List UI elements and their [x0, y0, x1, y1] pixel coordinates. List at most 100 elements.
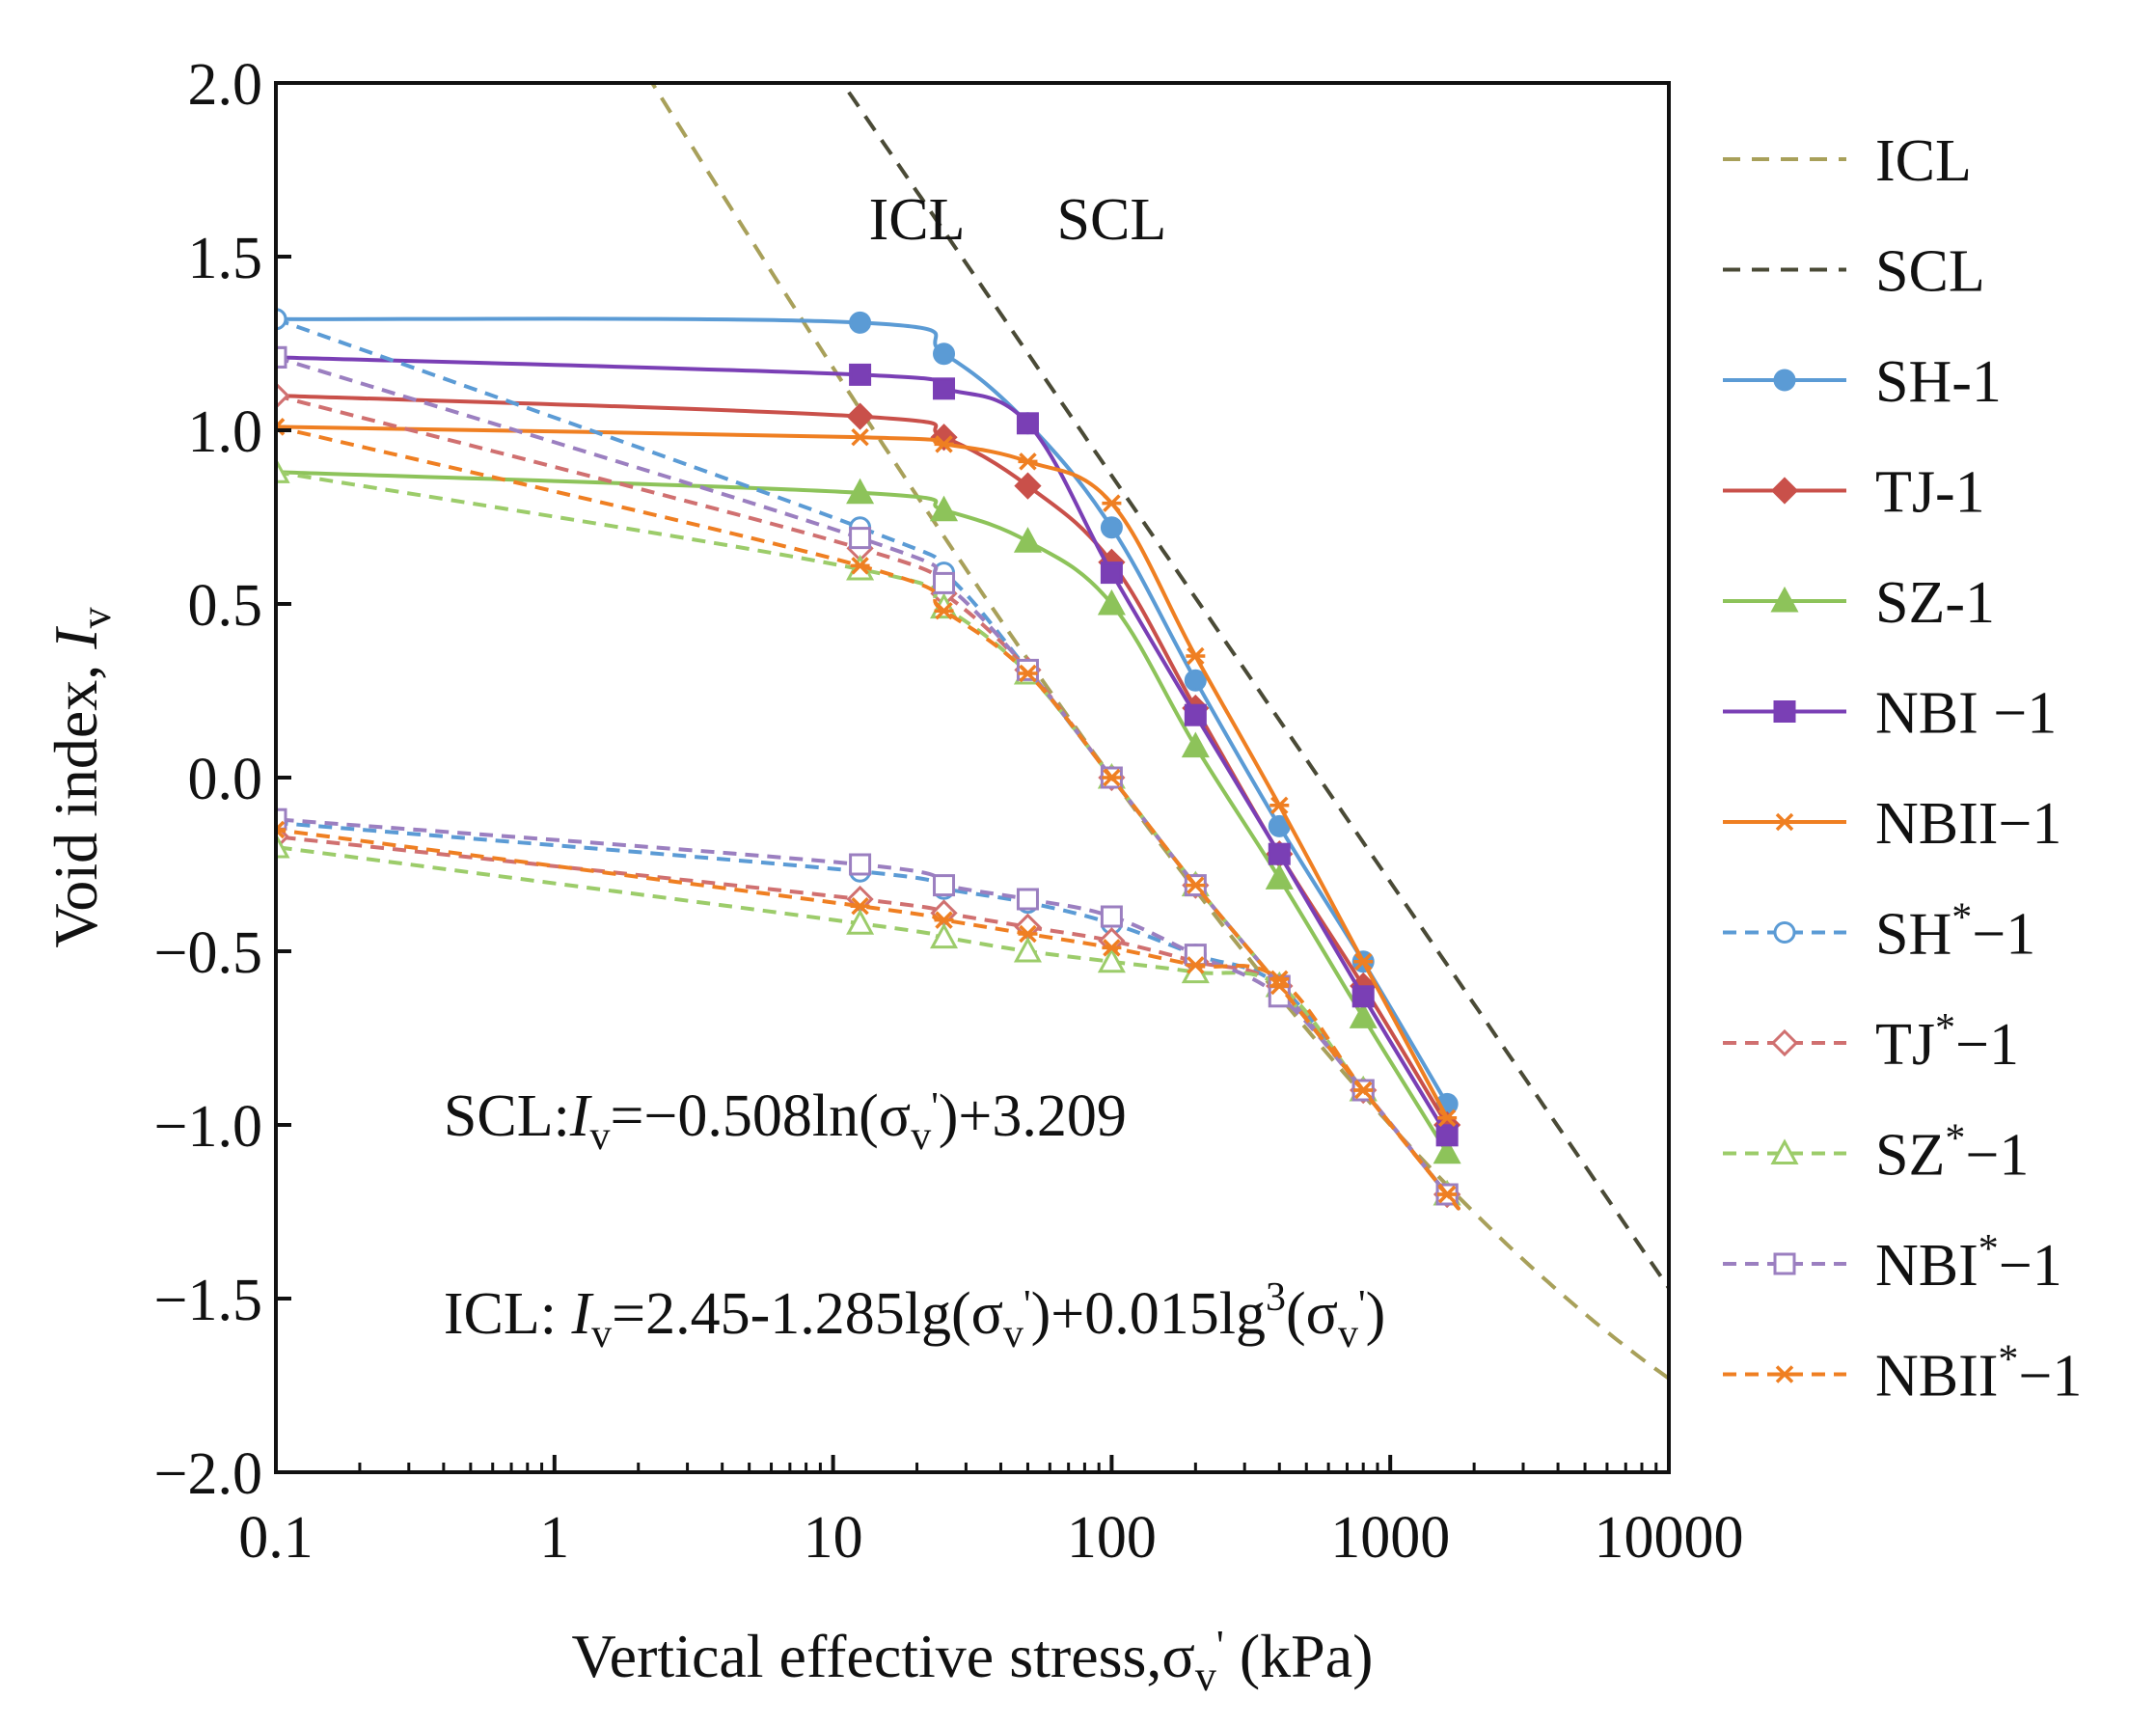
legend-label-main: NBII	[1875, 1344, 1998, 1410]
legend-marker	[1770, 1138, 1799, 1164]
icl-eq-mid: )+0.015lg	[1031, 1281, 1266, 1347]
y-tick-label: −1.5	[154, 1268, 262, 1333]
point-nbiistar-1-14	[1018, 924, 1038, 944]
legend-label-main: NBI −1	[1875, 681, 2057, 747]
legend-item-szstar-1: SZ*−1	[1723, 1117, 2029, 1189]
legend-marker	[1770, 477, 1799, 505]
point-nbistar-1-3	[1016, 658, 1039, 681]
point-tj-1-1	[846, 402, 874, 430]
reference-line-scl	[839, 83, 1669, 1290]
x-tick-label: 1	[539, 1505, 569, 1571]
legend-label-sup: *	[1935, 1006, 1955, 1051]
point-sh-1-1	[849, 311, 872, 334]
point-nbii-1-3	[1018, 452, 1038, 471]
legend-label-main: SH	[1875, 902, 1951, 968]
point-nbi-1-8	[1435, 1124, 1459, 1147]
icl-eq-body: =2.45-1.285lg(σ	[612, 1281, 1003, 1347]
icl-eq-prefix: ICL:	[444, 1281, 572, 1347]
point-nbiistar-1-9	[1437, 1185, 1458, 1204]
point-nbii-1-8	[1437, 1109, 1458, 1128]
legend-item-sh-1: SH-1	[1723, 349, 2002, 415]
series-line-tj-1	[276, 394, 1449, 1127]
series-nbii-1	[276, 418, 1458, 1128]
point-nbii-1-1	[850, 427, 870, 447]
x-tick-label: 100	[1067, 1505, 1157, 1571]
point-szstar-1-17	[276, 832, 290, 859]
legend-label-tail: −1	[1972, 902, 2035, 968]
series-nbiistar-1	[276, 418, 1460, 1211]
point-nbistar-1-14	[1016, 888, 1039, 911]
legend-label: TJ*−1	[1875, 1006, 2019, 1078]
legend-label: SH*−1	[1875, 896, 2035, 968]
legend-item-nbiistar-1: NBII*−1	[1723, 1338, 2082, 1410]
y-title-sub: v	[72, 607, 120, 628]
y-title-main: Void index,	[41, 649, 110, 948]
point-sz-1-7	[1349, 1002, 1378, 1028]
plot-frame	[274, 81, 1671, 1474]
y-tick-label: −0.5	[154, 920, 262, 986]
point-szstar-1-0	[276, 457, 290, 483]
y-tick-label: −1.0	[154, 1094, 262, 1160]
legend-label-tail: −1	[1999, 1233, 2062, 1299]
legend-marker	[1773, 1252, 1796, 1275]
legend-label: NBII*−1	[1875, 1338, 2082, 1410]
legend-marker	[1773, 700, 1796, 723]
legend-item-nbi-1: NBI −1	[1723, 681, 2057, 747]
legend-label: SZ*−1	[1875, 1117, 2029, 1189]
legend-label-tail: −1	[1965, 1123, 2029, 1189]
point-tjstar-1-0	[276, 381, 290, 410]
point-nbi-1-7	[1351, 985, 1375, 1008]
legend-label-main: SZ	[1875, 1123, 1945, 1189]
point-shstar-1-0	[276, 308, 287, 331]
point-nbi-1-5	[1184, 703, 1207, 726]
point-nbi-1-3	[1016, 412, 1039, 435]
icl-eq-sub3: v	[1338, 1312, 1358, 1356]
x-title-unit: (kPa)	[1224, 1622, 1374, 1690]
point-sh-1-2	[933, 342, 956, 366]
icl-eq-prime: '	[1023, 1283, 1031, 1328]
legend-label-main: NBI	[1875, 1233, 1979, 1299]
axes: 2.0 1.5 1.0 0.5 0.0 −0.5 −1.0 −1.5 −2.00.1 1 10 100…	[154, 52, 1744, 1571]
legend-label-tail: −1	[1955, 1012, 2019, 1078]
legend-label-sup: *	[1945, 1117, 1965, 1162]
scl-eq-prime: '	[931, 1085, 939, 1130]
series-sz-1	[276, 457, 1461, 1164]
x-tick-label: 10000	[1595, 1505, 1744, 1571]
point-nbiistar-1-12	[1186, 956, 1206, 974]
point-sz-1-1	[846, 478, 875, 505]
curve-label-scl: SCL	[1057, 187, 1167, 253]
point-nbiistar-1-16	[850, 896, 870, 916]
legend-label: SZ-1	[1875, 570, 1995, 636]
x-title-prime: '	[1216, 1622, 1224, 1669]
point-nbistar-1-12	[1184, 944, 1207, 967]
point-nbi-1-1	[849, 363, 872, 386]
point-nbistar-1-15	[933, 874, 956, 897]
icl-eq-body2: (σ	[1286, 1281, 1338, 1347]
reference-line-icl	[649, 83, 1669, 1381]
scl-eq-prefix: SCL:	[444, 1083, 570, 1149]
point-nbistar-1-1	[849, 527, 872, 550]
legend-label: SCL	[1875, 239, 1985, 305]
series-line-nbistar-1	[276, 355, 1460, 1211]
y-tick-label: 0.5	[188, 573, 263, 639]
point-nbiistar-1-3	[1018, 664, 1038, 683]
x-title-sigma: σ	[1161, 1622, 1195, 1690]
y-title-var: I	[41, 626, 110, 650]
legend-label-sup: *	[1998, 1338, 2018, 1383]
point-sz-1-2	[929, 495, 959, 522]
legend-marker	[1770, 1028, 1799, 1057]
legend-label: ICL	[1875, 128, 1972, 194]
point-szstar-1-14	[1013, 936, 1042, 963]
x-title-main: Vertical effective stress,	[572, 1622, 1162, 1690]
y-tick-label: 1.0	[188, 399, 263, 465]
legend-label-main: ICL	[1875, 128, 1972, 194]
legend-marker	[1773, 921, 1796, 944]
point-nbistar-1-13	[1100, 905, 1123, 928]
point-sz-1-6	[1265, 863, 1294, 890]
scl-eq-sub2: v	[911, 1114, 931, 1159]
point-nbii-1-2	[934, 435, 954, 453]
legend-label-sup: *	[1951, 896, 1972, 941]
icl-eq-prime2: '	[1358, 1283, 1366, 1328]
legend-label-main: SH-1	[1875, 349, 2002, 415]
